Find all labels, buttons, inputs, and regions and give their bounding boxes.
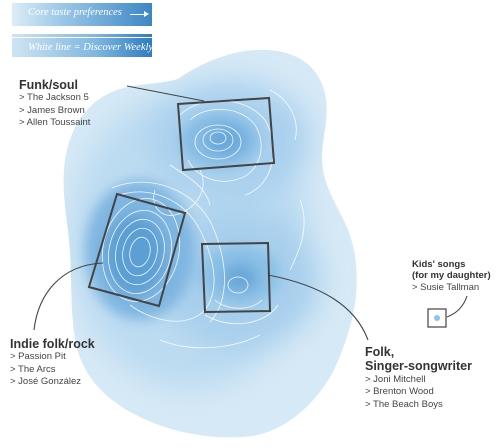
kids-title-line2: (for my daughter) [412,269,491,281]
white-line-swatch [12,37,152,38]
kids-songs-label: Kids' songs (for my daughter) > Susie Ta… [412,259,491,294]
kids-songs-leader [446,295,468,318]
folk-leader [267,274,369,341]
legend-white-line-label: White line = Discover Weekly songs [28,42,180,53]
list-item: > Passion Pit [10,351,66,363]
list-item: > Joni Mitchell [365,373,426,385]
folk-singer-songwriter-label: Folk, Singer-songwriter > Joni Mitchell … [365,345,472,411]
list-item: > José González [10,376,82,388]
indie-folk-rock-box [87,192,187,308]
list-item: > The Beach Boys [365,398,443,410]
legend-core-taste: Core taste preferences [12,3,152,26]
folk-title-line1: Folk, [365,345,395,359]
list-item: > James Brown [19,104,85,116]
list-item: > Susie Tallman [412,281,480,293]
funk-soul-leader [126,85,205,102]
folk-title-line2: Singer-songwriter [365,359,472,374]
indie-folk-rock-label: Indie folk/rock > Passion Pit > The Arcs… [10,337,95,389]
funk-soul-title: Funk/soul [19,78,79,92]
legend-core-label: Core taste preferences [28,7,122,18]
funk-soul-box [176,96,276,172]
list-item: > The Arcs [10,363,56,375]
legend-discover-weekly: White line = Discover Weekly songs [12,34,180,57]
funk-soul-label: Funk/soul > The Jackson 5 > James Brown … [19,78,90,130]
kids-title-line1: Kids' songs [412,259,466,270]
arrow-right-icon [130,11,149,17]
folk-singer-songwriter-box [200,241,272,314]
indie-folk-rock-leader [33,262,104,331]
list-item: > Brenton Wood [365,386,434,398]
list-item: > The Jackson 5 [19,92,89,104]
list-item: > Allen Toussaint [19,117,91,129]
indie-folk-rock-title: Indie folk/rock [10,337,95,351]
